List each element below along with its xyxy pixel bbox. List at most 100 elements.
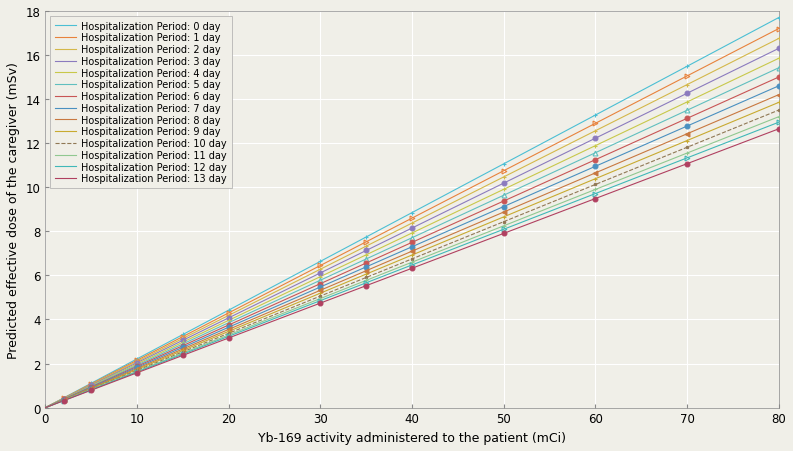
Hospitalization Period: 8 day: (38.5, 6.83): 8 day: (38.5, 6.83) — [393, 255, 403, 260]
Hospitalization Period: 0 day: (78.1, 17.3): 0 day: (78.1, 17.3) — [757, 25, 766, 31]
Hospitalization Period: 13 day: (0, 0): 13 day: (0, 0) — [40, 405, 50, 410]
Hospitalization Period: 6 day: (0, 0): 6 day: (0, 0) — [40, 405, 50, 410]
Hospitalization Period: 10 day: (43.3, 7.3): 10 day: (43.3, 7.3) — [438, 244, 447, 250]
Hospitalization Period: 12 day: (80, 12.9): 12 day: (80, 12.9) — [774, 120, 783, 126]
Line: Hospitalization Period: 4 day: Hospitalization Period: 4 day — [45, 59, 779, 408]
Hospitalization Period: 2 day: (65.6, 13.7): 2 day: (65.6, 13.7) — [642, 103, 651, 109]
Line: Hospitalization Period: 7 day: Hospitalization Period: 7 day — [45, 87, 779, 408]
Line: Hospitalization Period: 5 day: Hospitalization Period: 5 day — [45, 69, 779, 408]
Hospitalization Period: 2 day: (43.3, 9.06): 2 day: (43.3, 9.06) — [438, 206, 447, 211]
Hospitalization Period: 9 day: (0, 0): 9 day: (0, 0) — [40, 405, 50, 410]
Hospitalization Period: 8 day: (47.6, 8.45): 8 day: (47.6, 8.45) — [477, 219, 487, 225]
Hospitalization Period: 0 day: (0, 0): 0 day: (0, 0) — [40, 405, 50, 410]
Hospitalization Period: 13 day: (80, 12.7): 13 day: (80, 12.7) — [774, 127, 783, 132]
Line: Hospitalization Period: 11 day: Hospitalization Period: 11 day — [45, 117, 779, 408]
Hospitalization Period: 4 day: (0, 0): 4 day: (0, 0) — [40, 405, 50, 410]
Hospitalization Period: 1 day: (38.5, 8.27): 1 day: (38.5, 8.27) — [393, 223, 403, 229]
Hospitalization Period: 13 day: (65.6, 10.4): 13 day: (65.6, 10.4) — [642, 177, 651, 183]
Hospitalization Period: 8 day: (38, 6.74): 8 day: (38, 6.74) — [389, 257, 398, 262]
Hospitalization Period: 11 day: (78.1, 12.9): 11 day: (78.1, 12.9) — [757, 122, 766, 127]
Hospitalization Period: 1 day: (43.3, 9.31): 1 day: (43.3, 9.31) — [438, 200, 447, 206]
Legend: Hospitalization Period: 0 day, Hospitalization Period: 1 day, Hospitalization Pe: Hospitalization Period: 0 day, Hospitali… — [50, 17, 232, 189]
Hospitalization Period: 0 day: (38.5, 8.51): 0 day: (38.5, 8.51) — [393, 218, 403, 223]
Hospitalization Period: 6 day: (38, 7.12): 6 day: (38, 7.12) — [389, 249, 398, 254]
Hospitalization Period: 9 day: (38, 6.58): 9 day: (38, 6.58) — [389, 260, 398, 266]
Hospitalization Period: 7 day: (38.5, 7.02): 7 day: (38.5, 7.02) — [393, 251, 403, 256]
Hospitalization Period: 1 day: (47.6, 10.2): 1 day: (47.6, 10.2) — [477, 180, 487, 185]
Hospitalization Period: 11 day: (38.5, 6.35): 11 day: (38.5, 6.35) — [393, 266, 403, 271]
Hospitalization Period: 1 day: (38, 8.17): 1 day: (38, 8.17) — [389, 226, 398, 231]
Line: Hospitalization Period: 8 day: Hospitalization Period: 8 day — [45, 96, 779, 408]
Hospitalization Period: 11 day: (38, 6.27): 11 day: (38, 6.27) — [389, 267, 398, 272]
Line: Hospitalization Period: 0 day: Hospitalization Period: 0 day — [45, 18, 779, 408]
Line: Hospitalization Period: 12 day: Hospitalization Period: 12 day — [45, 123, 779, 408]
Hospitalization Period: 10 day: (65.6, 11.1): 10 day: (65.6, 11.1) — [642, 162, 651, 167]
Line: Hospitalization Period: 2 day: Hospitalization Period: 2 day — [45, 39, 779, 408]
Hospitalization Period: 3 day: (78.1, 15.9): 3 day: (78.1, 15.9) — [757, 55, 766, 60]
Hospitalization Period: 4 day: (38, 7.53): 4 day: (38, 7.53) — [389, 239, 398, 245]
Hospitalization Period: 1 day: (0, 0): 1 day: (0, 0) — [40, 405, 50, 410]
Hospitalization Period: 6 day: (65.6, 12.3): 6 day: (65.6, 12.3) — [642, 135, 651, 140]
Hospitalization Period: 12 day: (38, 6.15): 12 day: (38, 6.15) — [389, 270, 398, 275]
Hospitalization Period: 3 day: (0, 0): 3 day: (0, 0) — [40, 405, 50, 410]
Hospitalization Period: 13 day: (38, 6.01): 13 day: (38, 6.01) — [389, 273, 398, 278]
Hospitalization Period: 0 day: (47.6, 10.5): 0 day: (47.6, 10.5) — [477, 173, 487, 179]
Hospitalization Period: 2 day: (38.5, 8.06): 2 day: (38.5, 8.06) — [393, 228, 403, 233]
Hospitalization Period: 5 day: (47.6, 9.18): 5 day: (47.6, 9.18) — [477, 203, 487, 209]
Line: Hospitalization Period: 1 day: Hospitalization Period: 1 day — [45, 29, 779, 408]
Hospitalization Period: 4 day: (80, 15.8): 4 day: (80, 15.8) — [774, 56, 783, 62]
Hospitalization Period: 3 day: (43.3, 8.82): 3 day: (43.3, 8.82) — [438, 211, 447, 216]
Hospitalization Period: 9 day: (65.6, 11.4): 9 day: (65.6, 11.4) — [642, 156, 651, 161]
Hospitalization Period: 7 day: (38, 6.93): 7 day: (38, 6.93) — [389, 253, 398, 258]
Hospitalization Period: 12 day: (43.3, 7.01): 12 day: (43.3, 7.01) — [438, 251, 447, 256]
Hospitalization Period: 11 day: (80, 13.2): 11 day: (80, 13.2) — [774, 115, 783, 120]
Hospitalization Period: 0 day: (80, 17.7): 0 day: (80, 17.7) — [774, 16, 783, 21]
Hospitalization Period: 4 day: (47.6, 9.43): 4 day: (47.6, 9.43) — [477, 198, 487, 203]
Hospitalization Period: 3 day: (38.5, 7.84): 3 day: (38.5, 7.84) — [393, 233, 403, 238]
Hospitalization Period: 2 day: (0, 0): 2 day: (0, 0) — [40, 405, 50, 410]
Hospitalization Period: 11 day: (65.6, 10.8): 11 day: (65.6, 10.8) — [642, 167, 651, 173]
Hospitalization Period: 7 day: (78.1, 14.2): 7 day: (78.1, 14.2) — [757, 92, 766, 97]
Hospitalization Period: 12 day: (0, 0): 12 day: (0, 0) — [40, 405, 50, 410]
Hospitalization Period: 3 day: (38, 7.74): 3 day: (38, 7.74) — [389, 235, 398, 240]
Hospitalization Period: 7 day: (47.6, 8.69): 7 day: (47.6, 8.69) — [477, 214, 487, 219]
Hospitalization Period: 10 day: (0, 0): 10 day: (0, 0) — [40, 405, 50, 410]
Hospitalization Period: 4 day: (78.1, 15.5): 4 day: (78.1, 15.5) — [757, 65, 766, 70]
Y-axis label: Predicted effective dose of the caregiver (mSv): Predicted effective dose of the caregive… — [7, 62, 20, 358]
Hospitalization Period: 13 day: (43.3, 6.84): 13 day: (43.3, 6.84) — [438, 254, 447, 260]
Hospitalization Period: 12 day: (65.6, 10.6): 12 day: (65.6, 10.6) — [642, 172, 651, 177]
Hospitalization Period: 4 day: (38.5, 7.62): 4 day: (38.5, 7.62) — [393, 237, 403, 243]
Hospitalization Period: 5 day: (78.1, 15): 5 day: (78.1, 15) — [757, 74, 766, 79]
Hospitalization Period: 0 day: (43.3, 9.58): 0 day: (43.3, 9.58) — [438, 194, 447, 200]
Hospitalization Period: 9 day: (47.6, 8.24): 9 day: (47.6, 8.24) — [477, 224, 487, 229]
Hospitalization Period: 8 day: (78.1, 13.9): 8 day: (78.1, 13.9) — [757, 100, 766, 106]
Hospitalization Period: 4 day: (65.6, 13): 4 day: (65.6, 13) — [642, 120, 651, 125]
Hospitalization Period: 5 day: (43.3, 8.34): 5 day: (43.3, 8.34) — [438, 221, 447, 227]
Hospitalization Period: 10 day: (38.5, 6.49): 10 day: (38.5, 6.49) — [393, 262, 403, 267]
Hospitalization Period: 11 day: (0, 0): 11 day: (0, 0) — [40, 405, 50, 410]
Hospitalization Period: 2 day: (38, 7.96): 2 day: (38, 7.96) — [389, 230, 398, 235]
Hospitalization Period: 13 day: (78.1, 12.3): 13 day: (78.1, 12.3) — [757, 133, 766, 139]
Hospitalization Period: 5 day: (80, 15.4): 5 day: (80, 15.4) — [774, 66, 783, 71]
Hospitalization Period: 13 day: (47.6, 7.53): 13 day: (47.6, 7.53) — [477, 239, 487, 245]
Hospitalization Period: 5 day: (38.5, 7.42): 5 day: (38.5, 7.42) — [393, 242, 403, 247]
Hospitalization Period: 2 day: (80, 16.8): 2 day: (80, 16.8) — [774, 37, 783, 42]
Hospitalization Period: 11 day: (47.6, 7.86): 11 day: (47.6, 7.86) — [477, 232, 487, 238]
Hospitalization Period: 7 day: (43.3, 7.9): 7 day: (43.3, 7.9) — [438, 231, 447, 237]
Hospitalization Period: 10 day: (47.6, 8.04): 10 day: (47.6, 8.04) — [477, 228, 487, 234]
Hospitalization Period: 5 day: (0, 0): 5 day: (0, 0) — [40, 405, 50, 410]
Line: Hospitalization Period: 9 day: Hospitalization Period: 9 day — [45, 103, 779, 408]
Line: Hospitalization Period: 6 day: Hospitalization Period: 6 day — [45, 78, 779, 408]
Hospitalization Period: 6 day: (43.3, 8.12): 6 day: (43.3, 8.12) — [438, 226, 447, 232]
X-axis label: Yb-169 activity administered to the patient (mCi): Yb-169 activity administered to the pati… — [258, 431, 566, 444]
Hospitalization Period: 3 day: (65.6, 13.4): 3 day: (65.6, 13.4) — [642, 111, 651, 117]
Hospitalization Period: 10 day: (78.1, 13.2): 10 day: (78.1, 13.2) — [757, 115, 766, 121]
Hospitalization Period: 13 day: (38.5, 6.08): 13 day: (38.5, 6.08) — [393, 271, 403, 276]
Hospitalization Period: 8 day: (80, 14.2): 8 day: (80, 14.2) — [774, 93, 783, 98]
Hospitalization Period: 12 day: (78.1, 12.6): 12 day: (78.1, 12.6) — [757, 127, 766, 133]
Hospitalization Period: 0 day: (65.6, 14.5): 0 day: (65.6, 14.5) — [642, 86, 651, 92]
Line: Hospitalization Period: 3 day: Hospitalization Period: 3 day — [45, 49, 779, 408]
Hospitalization Period: 8 day: (0, 0): 8 day: (0, 0) — [40, 405, 50, 410]
Hospitalization Period: 2 day: (78.1, 16.3): 2 day: (78.1, 16.3) — [757, 46, 766, 51]
Hospitalization Period: 7 day: (0, 0): 7 day: (0, 0) — [40, 405, 50, 410]
